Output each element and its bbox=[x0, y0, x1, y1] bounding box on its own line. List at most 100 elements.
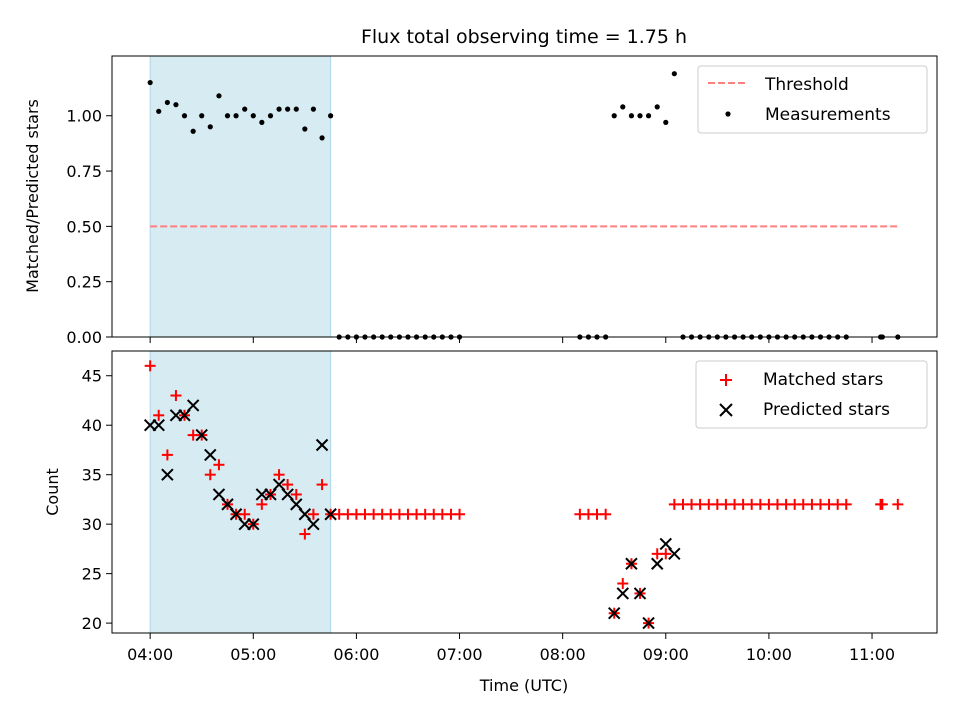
matched-star-marker bbox=[660, 548, 672, 560]
predicted-star-marker bbox=[625, 557, 638, 570]
predicted-star-marker bbox=[668, 547, 681, 561]
predicted-star-marker bbox=[651, 557, 664, 570]
bottom-x-axis: 04:00 05:00 06:00 07:00 08:00 09:00 10:00 11:00 bbox=[127, 633, 895, 664]
measurement-point bbox=[156, 108, 162, 114]
top-y-axis: 0.00 0.25 0.50 0.75 1.00 bbox=[66, 107, 112, 347]
matched-star-marker bbox=[153, 409, 165, 421]
top-axes-frame bbox=[111, 55, 938, 338]
top-y-tick-label: 0.00 bbox=[66, 328, 102, 347]
measurement-point bbox=[328, 113, 334, 119]
measurement-point bbox=[611, 113, 617, 119]
top-x-ticks bbox=[149, 337, 873, 343]
measurement-point bbox=[181, 113, 188, 119]
predicted-star-marker bbox=[315, 438, 329, 452]
matched-star-marker bbox=[307, 508, 319, 520]
predicted-star-marker bbox=[152, 419, 165, 432]
matched-legend-label: Matched stars bbox=[763, 370, 883, 390]
predicted-star-marker bbox=[608, 607, 621, 620]
predicted-star-marker bbox=[229, 508, 243, 521]
matched-star-marker bbox=[840, 498, 852, 510]
predicted-star-marker bbox=[633, 587, 647, 600]
matched-star-marker bbox=[290, 488, 302, 500]
matched-star-marker bbox=[299, 528, 311, 540]
matched-star-marker bbox=[239, 508, 251, 520]
bottom-panel: 20 25 30 35 40 45 04:00 05:00 06:00 07:00 08:00 09… bbox=[43, 350, 938, 695]
bot-y-tick-label: 35 bbox=[82, 466, 102, 485]
x-tick-label: 04:00 bbox=[127, 645, 173, 664]
threshold-legend-label: Threshold bbox=[764, 75, 849, 95]
bot-y-tick-label: 30 bbox=[82, 515, 102, 534]
bottom-highlight-span bbox=[149, 350, 332, 634]
x-axis-label: Time (UTC) bbox=[479, 676, 568, 695]
measurement-point bbox=[147, 79, 153, 86]
matched-star-marker bbox=[892, 498, 904, 510]
matched-star-marker bbox=[316, 479, 328, 491]
matched-star-marker bbox=[161, 449, 173, 461]
x-tick-label: 05:00 bbox=[230, 645, 276, 664]
measurement-point bbox=[671, 71, 677, 77]
matched-star-markers bbox=[144, 360, 904, 629]
measurement-point bbox=[233, 113, 239, 119]
predicted-star-marker bbox=[307, 517, 320, 531]
predicted-star-marker bbox=[178, 409, 191, 422]
predicted-star-marker bbox=[272, 478, 286, 491]
measurement-point bbox=[216, 93, 222, 99]
measurement-point bbox=[628, 113, 635, 119]
matched-star-marker bbox=[256, 498, 268, 510]
measurement-point bbox=[224, 113, 231, 119]
measurement-point bbox=[310, 106, 317, 112]
bot-y-tick-label: 45 bbox=[82, 367, 102, 386]
top-y-tick-label: 0.25 bbox=[66, 273, 102, 292]
measurement-point bbox=[276, 106, 282, 112]
matched-star-marker bbox=[454, 508, 466, 520]
predicted-legend-swatch bbox=[719, 403, 733, 417]
predicted-star-marker bbox=[281, 488, 294, 501]
predicted-legend-label: Predicted stars bbox=[763, 400, 890, 420]
x-tick-label: 10:00 bbox=[746, 645, 792, 664]
bot-y-tick-label: 40 bbox=[82, 416, 102, 435]
matched-star-marker bbox=[144, 360, 156, 372]
measurement-point bbox=[293, 106, 299, 112]
x-tick-label: 11:00 bbox=[849, 645, 895, 664]
predicted-star-marker bbox=[616, 587, 629, 600]
measurement-point bbox=[637, 113, 643, 119]
chart-title: Flux total observing time = 1.75 h bbox=[361, 26, 687, 48]
predicted-star-marker bbox=[324, 508, 337, 521]
predicted-star-marker bbox=[290, 498, 303, 511]
measurement-point bbox=[645, 113, 652, 119]
measurement-point bbox=[199, 113, 205, 119]
measurement-point bbox=[654, 104, 660, 110]
predicted-star-marker bbox=[659, 537, 672, 551]
predicted-star-markers bbox=[143, 399, 681, 630]
matched-star-marker bbox=[204, 469, 216, 481]
predicted-star-marker bbox=[161, 468, 174, 481]
bot-y-tick-label: 20 bbox=[82, 614, 102, 633]
matched-star-marker bbox=[170, 390, 182, 402]
top-legend: Threshold Measurements bbox=[697, 65, 928, 134]
top-y-axis-label: Matched/Predicted stars bbox=[23, 99, 42, 293]
measurement-point bbox=[620, 104, 626, 110]
predicted-star-marker bbox=[212, 488, 226, 501]
measurement-point bbox=[319, 135, 325, 141]
top-legend-box bbox=[697, 65, 928, 134]
measurements-legend-swatch bbox=[725, 111, 731, 117]
measurement-point bbox=[164, 99, 170, 106]
bottom-y-axis-label: Count bbox=[43, 468, 62, 516]
measurement-point bbox=[190, 128, 196, 134]
matched-star-marker bbox=[600, 508, 612, 520]
measurement-point bbox=[173, 102, 179, 108]
top-y-tick-label: 0.75 bbox=[66, 162, 102, 181]
predicted-star-marker bbox=[204, 448, 217, 462]
measurement-point bbox=[242, 106, 248, 112]
top-y-tick-label: 1.00 bbox=[66, 107, 102, 126]
matched-star-marker bbox=[282, 479, 294, 491]
predicted-star-marker bbox=[186, 399, 200, 412]
matched-star-marker bbox=[876, 498, 888, 510]
measurements-legend-label: Measurements bbox=[765, 105, 891, 125]
x-tick-label: 08:00 bbox=[540, 645, 586, 664]
bottom-legend-box bbox=[695, 360, 928, 429]
x-tick-label: 06:00 bbox=[333, 645, 379, 664]
measurement-point bbox=[302, 126, 308, 132]
predicted-star-marker bbox=[642, 616, 655, 630]
